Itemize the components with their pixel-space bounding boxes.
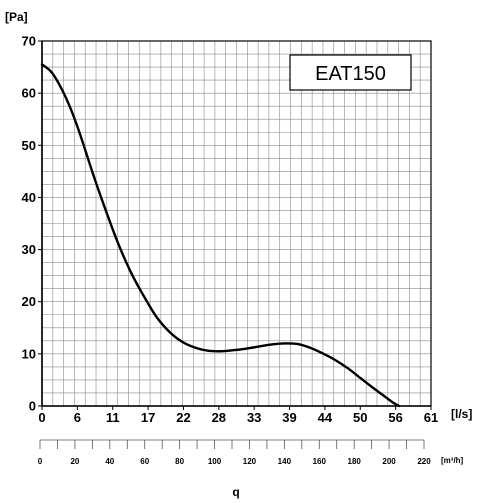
- x-tick-label: 0: [38, 410, 45, 425]
- x-tick-label: 22: [176, 410, 190, 425]
- x-axis-ticks: 0 6 11 17 22 28 33 39 44 50 56 61: [38, 406, 438, 425]
- y-tick-label: 60: [22, 86, 36, 101]
- x-tick-label: 6: [74, 410, 81, 425]
- model-label-frame: [289, 54, 412, 91]
- secondary-tick-label: 60: [140, 457, 149, 466]
- secondary-tick-label: 140: [278, 457, 292, 466]
- secondary-tick-label: 20: [70, 457, 79, 466]
- secondary-tick-label: 200: [382, 457, 396, 466]
- x-axis-unit: [l/s]: [451, 407, 472, 421]
- pressure-curve: [40, 63, 401, 408]
- secondary-tick-label: 100: [208, 457, 222, 466]
- flow-axis-label: q: [232, 485, 239, 499]
- y-tick-label: 40: [22, 190, 36, 205]
- model-label: EAT150: [315, 63, 386, 85]
- secondary-axis-unit: [m³/h]: [441, 456, 464, 465]
- secondary-tick-label: 220: [417, 457, 431, 466]
- axes: [41, 40, 432, 407]
- x-tick-label: 44: [318, 410, 333, 425]
- y-axis-ticks: 0 10 20 30 40 50 60 70: [22, 34, 42, 414]
- model-label-box: EAT150: [289, 54, 412, 91]
- x-tick-label: 11: [106, 410, 120, 425]
- y-axis-unit: [Pa]: [5, 10, 28, 24]
- x-tick-label: 50: [353, 410, 367, 425]
- y-tick-label: 20: [22, 294, 36, 309]
- secondary-tick-label: 180: [348, 457, 362, 466]
- x-tick-label: 33: [247, 410, 261, 425]
- secondary-tick-label: 0: [38, 457, 43, 466]
- secondary-tick-label: 40: [105, 457, 114, 466]
- grid: [42, 41, 431, 406]
- y-tick-label: 70: [22, 34, 36, 49]
- x-tick-label: 17: [141, 410, 155, 425]
- y-tick-label: 0: [29, 399, 36, 414]
- secondary-tick-label: 80: [175, 457, 184, 466]
- secondary-tick-label: 120: [243, 457, 257, 466]
- x-tick-label: 56: [388, 410, 402, 425]
- y-tick-label: 50: [22, 138, 36, 153]
- y-tick-label: 30: [22, 242, 36, 257]
- x-tick-label: 39: [282, 410, 296, 425]
- x-tick-label: 61: [424, 410, 438, 425]
- y-tick-label: 10: [22, 346, 36, 361]
- secondary-tick-label: 160: [313, 457, 327, 466]
- secondary-x-axis: 0 20 40 60 80 100 120 140 160 180 200 220: [38, 439, 431, 466]
- x-tick-label: 28: [212, 410, 226, 425]
- curve-layer: [40, 63, 401, 408]
